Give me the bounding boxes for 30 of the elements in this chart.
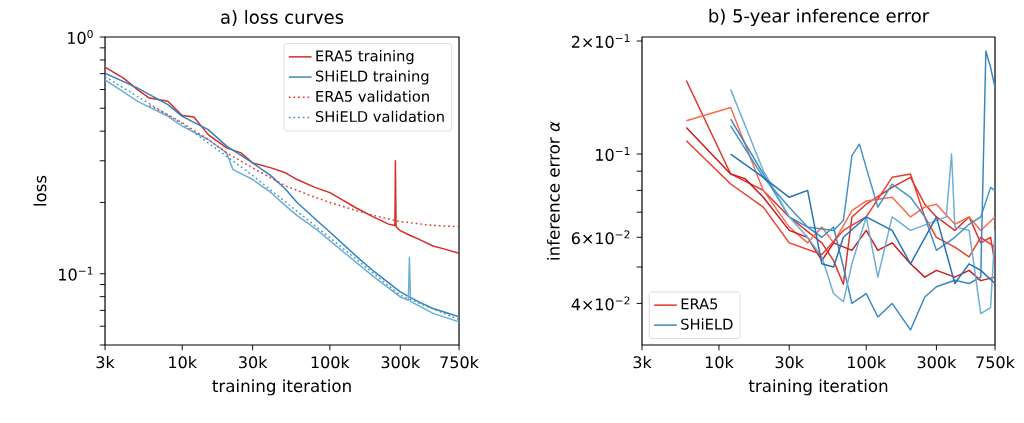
y-axis-title: loss: [33, 175, 47, 206]
legend-label: SHiELD validation: [315, 110, 444, 123]
x-axis-title: training iteration: [748, 379, 888, 396]
legend-label: SHiELD: [681, 318, 733, 330]
x-tick-label: 30k: [239, 355, 268, 369]
x-tick-label: 300k: [381, 355, 421, 369]
chart-title: b) 5-year inference error: [709, 8, 930, 27]
legend-label: SHiELD training: [315, 70, 429, 85]
x-tick-label: 3k: [633, 355, 652, 369]
x-tick-label: 100k: [848, 355, 887, 369]
y-tick-label: 10$^{0}$: [68, 30, 93, 44]
y-axis-title: inference error α: [546, 121, 560, 260]
y-tick-label: 2×10$^{−1}$: [571, 34, 630, 48]
x-axis-title: training iteration: [212, 379, 351, 396]
x-tick-label: 100k: [311, 355, 350, 369]
y-tick-label: 10$^{−1}$: [59, 266, 93, 281]
y-tick-label: 6×10$^{−2}$: [571, 230, 630, 245]
x-tick-label: 750k: [440, 355, 479, 369]
legend-label: ERA5 validation: [316, 90, 429, 102]
legend-label: ERA5: [681, 298, 718, 310]
chart-title: a) loss curves: [221, 10, 344, 27]
x-tick-label: 3k: [96, 355, 115, 369]
x-tick-label: 10k: [169, 355, 197, 369]
x-tick-label: 750k: [976, 355, 1015, 369]
legend-label: ERA5 training: [316, 50, 414, 65]
y-tick-label: 4×10$^{−2}$: [571, 296, 630, 311]
x-tick-label: 10k: [705, 355, 734, 369]
x-tick-label: 30k: [775, 355, 804, 369]
x-tick-label: 300k: [917, 355, 957, 369]
y-tick-label: 10$^{−1}$: [596, 147, 630, 161]
